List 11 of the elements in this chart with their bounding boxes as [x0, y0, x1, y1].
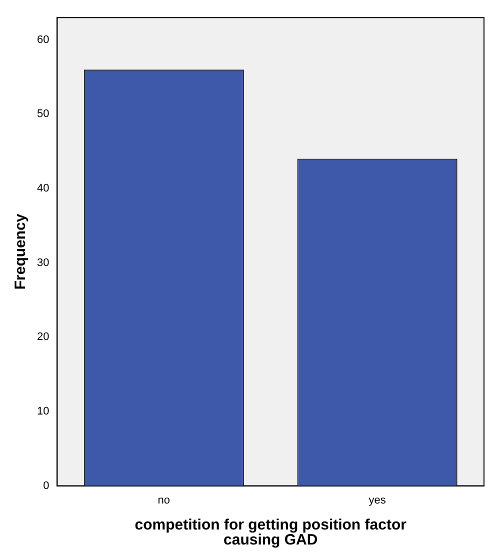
- y-tick-label: 30: [36, 256, 50, 269]
- x-tick-label: yes: [368, 494, 386, 506]
- x-axis-title: competition for getting position factor causing GAD: [134, 516, 407, 549]
- y-tick-label: 50: [36, 108, 50, 120]
- y-tick-label: 40: [36, 182, 50, 195]
- y-axis-title: Frequency: [12, 213, 30, 290]
- y-tick-label: 60: [36, 34, 50, 46]
- y-tick-label: 20: [36, 331, 50, 344]
- y-tick-label: 0: [43, 480, 50, 492]
- y-tick-label: 10: [36, 406, 50, 418]
- x-tick-label: no: [158, 494, 170, 506]
